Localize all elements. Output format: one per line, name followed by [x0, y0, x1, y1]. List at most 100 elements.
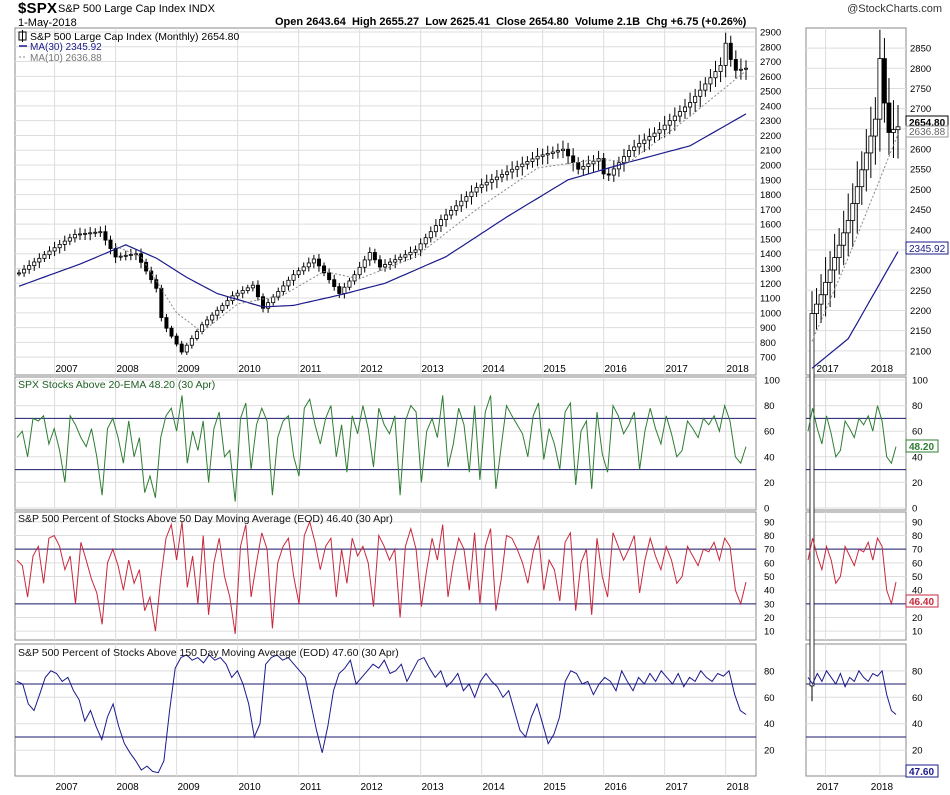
- candle-body: [245, 287, 250, 291]
- zoom-candle-body: [845, 220, 851, 234]
- stockcharts-logo[interactable]: @StockCharts.com: [847, 3, 942, 15]
- zoom-candle-body: [818, 294, 824, 305]
- y-tick-label: 1600: [760, 220, 781, 231]
- candle-body: [693, 95, 698, 103]
- candle-body: [144, 261, 149, 272]
- candle-body: [433, 225, 438, 233]
- zoom-candle-body: [868, 135, 874, 154]
- ma50-zoom-y-tick: 40: [912, 586, 923, 597]
- candle-body: [677, 111, 682, 117]
- y-tick-label: 1400: [760, 249, 781, 260]
- candle-body: [555, 150, 560, 153]
- x-tick-label: 2007: [55, 364, 78, 375]
- candle-body: [621, 156, 626, 164]
- ma50-panel-title: S&P 500 Percent of Stocks Above 50 Day M…: [18, 513, 393, 525]
- y-tick-label: 2300: [910, 266, 931, 277]
- candle-body: [225, 300, 230, 306]
- ma150-y-tick: 80: [764, 666, 775, 677]
- ema20-y-tick: 0: [764, 504, 769, 515]
- symbol-label: $SPX: [18, 0, 58, 17]
- svg-text:2654.80: 2654.80: [909, 118, 946, 129]
- candle-body: [627, 149, 632, 157]
- candle-body: [403, 254, 408, 258]
- ma150-y-tick: 20: [764, 746, 775, 757]
- volume-label: Volume: [574, 16, 614, 28]
- candle-body: [515, 166, 520, 170]
- ema20-zoom-y-tick: 0: [912, 504, 917, 515]
- x-tick-label: 2012: [360, 782, 383, 793]
- candle-body: [698, 89, 703, 97]
- candle-body: [449, 210, 454, 216]
- x-tick-label: 2017: [666, 364, 689, 375]
- low-value: 2625.41: [450, 16, 490, 28]
- x-tick-label: 2016: [605, 364, 628, 375]
- zoom-candle-body: [850, 203, 856, 221]
- candle-body: [505, 171, 510, 175]
- candle-body: [728, 42, 733, 60]
- candle-body: [393, 259, 398, 263]
- candle-body: [637, 143, 642, 148]
- ma50-zoom-line: [807, 536, 897, 606]
- ema20-y-tick: 80: [764, 401, 775, 412]
- y-tick-label: 1300: [760, 264, 781, 275]
- x-tick-label: 2018: [871, 364, 894, 375]
- ema20-y-tick: 60: [764, 427, 775, 438]
- ma150-zoom-frame: [805, 643, 907, 777]
- open-value: 2643.64: [306, 16, 346, 28]
- ma150-y-tick: 40: [764, 719, 775, 730]
- ema20-zoom-y-tick: 100: [912, 376, 928, 387]
- ma50-tag: 46.40: [905, 594, 939, 608]
- main-legend-text: S&P 500 Large Cap Index (Monthly) 2654.8…: [30, 31, 240, 43]
- y-tick-label: 1800: [760, 190, 781, 201]
- candle-body: [591, 160, 596, 165]
- candle-body: [647, 136, 652, 141]
- candle-body: [301, 266, 306, 272]
- candle-body: [408, 251, 413, 256]
- candle-body: [560, 148, 565, 152]
- x-tick-label: 2008: [116, 782, 139, 793]
- candle-body: [494, 176, 499, 181]
- close-label: Close: [496, 16, 527, 28]
- candle-body: [454, 205, 459, 211]
- y-tick-label: 1700: [760, 205, 781, 216]
- y-tick-label: 2100: [760, 146, 781, 157]
- quote-date: 1-May-2018: [18, 17, 77, 29]
- candle-body: [672, 115, 677, 122]
- candle-body: [540, 154, 545, 157]
- x-tick-label: 2017: [816, 782, 839, 793]
- x-tick-label: 2010: [238, 782, 261, 793]
- candle-body: [235, 292, 240, 297]
- candle-body: [464, 196, 469, 202]
- candle-body: [210, 314, 215, 321]
- grid-lines: [15, 28, 906, 776]
- candle-body: [118, 255, 123, 258]
- candle-body: [281, 285, 286, 292]
- y-tick-label: 2800: [760, 42, 781, 53]
- candle-body: [194, 331, 199, 339]
- candle-body: [667, 120, 672, 126]
- x-tick-label: 2008: [116, 364, 139, 375]
- candle-body: [78, 233, 83, 236]
- ma50-y-tick: 90: [764, 517, 775, 528]
- candle-body: [566, 148, 571, 157]
- ma150-y-tick: 60: [764, 693, 775, 704]
- ma30-legend-text: MA(30) 2345.92: [30, 42, 102, 53]
- candle-body: [220, 305, 225, 311]
- candle-body: [139, 253, 144, 263]
- x-tick-label: 2018: [727, 782, 750, 793]
- candle-body: [688, 102, 693, 108]
- volume-value: 2.1B: [616, 16, 641, 28]
- candle-body: [159, 287, 164, 318]
- y-tick-label: 1900: [760, 175, 781, 186]
- candle-body: [444, 214, 449, 220]
- ma50-zoom-y-tick: 50: [912, 572, 923, 583]
- candle-body: [469, 191, 474, 198]
- y-tick-label: 2700: [760, 57, 781, 68]
- zoom-candle-body: [854, 186, 860, 204]
- zoom-candle-body: [823, 281, 828, 296]
- candle-body: [657, 129, 662, 134]
- candle-body: [311, 258, 316, 264]
- candle-body: [266, 302, 271, 309]
- y-tick-label: 2900: [760, 28, 781, 39]
- ma50-zoom-y-tick: 20: [912, 613, 923, 624]
